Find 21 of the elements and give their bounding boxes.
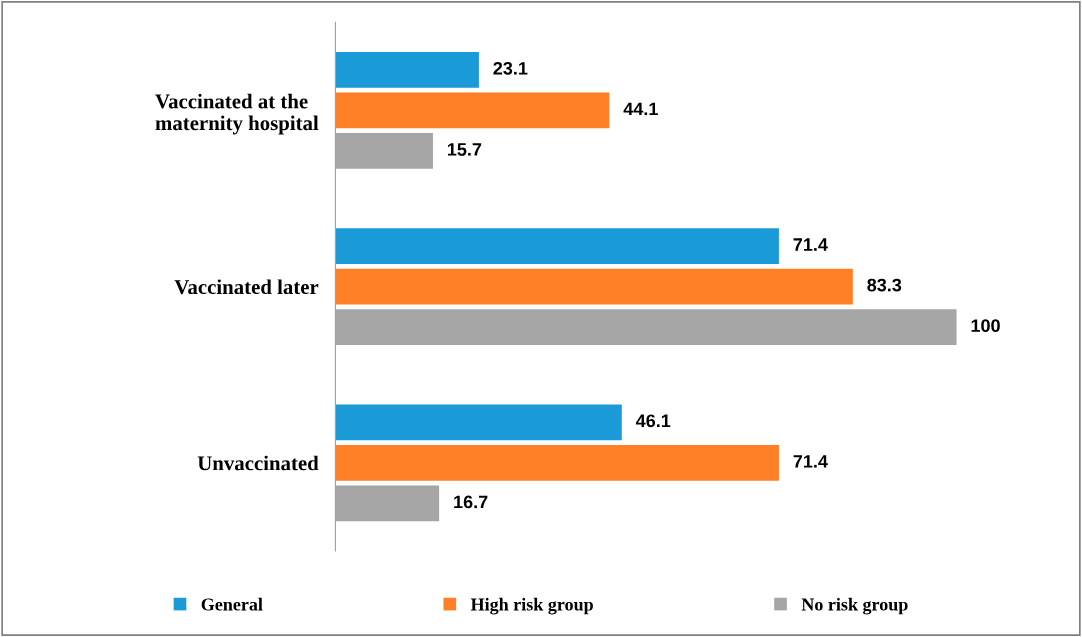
bar xyxy=(335,404,622,441)
data-label: 71.4 xyxy=(793,455,828,468)
bar xyxy=(335,92,610,129)
y-tick-label: Vaccinated at the maternity hospital xyxy=(155,93,319,135)
data-label: 16.7 xyxy=(454,495,488,509)
legend-label: High risk group xyxy=(470,597,593,615)
data-label: 15.7 xyxy=(447,143,482,156)
y-tick-label: Vaccinated later xyxy=(174,279,319,295)
data-label: 71.4 xyxy=(793,238,828,251)
bar xyxy=(335,445,779,481)
data-label: 46.1 xyxy=(635,414,671,428)
bar xyxy=(335,52,479,88)
data-label: 100 xyxy=(971,319,1000,333)
legend-label: No risk group xyxy=(801,597,908,615)
legend-label: General xyxy=(201,597,263,611)
data-label: 83.3 xyxy=(867,278,902,292)
y-tick-label: Unvaccinated xyxy=(197,455,319,471)
bar xyxy=(335,268,853,305)
bar xyxy=(335,228,779,264)
data-label: 23.1 xyxy=(493,61,528,75)
data-label: 44.1 xyxy=(623,102,658,116)
